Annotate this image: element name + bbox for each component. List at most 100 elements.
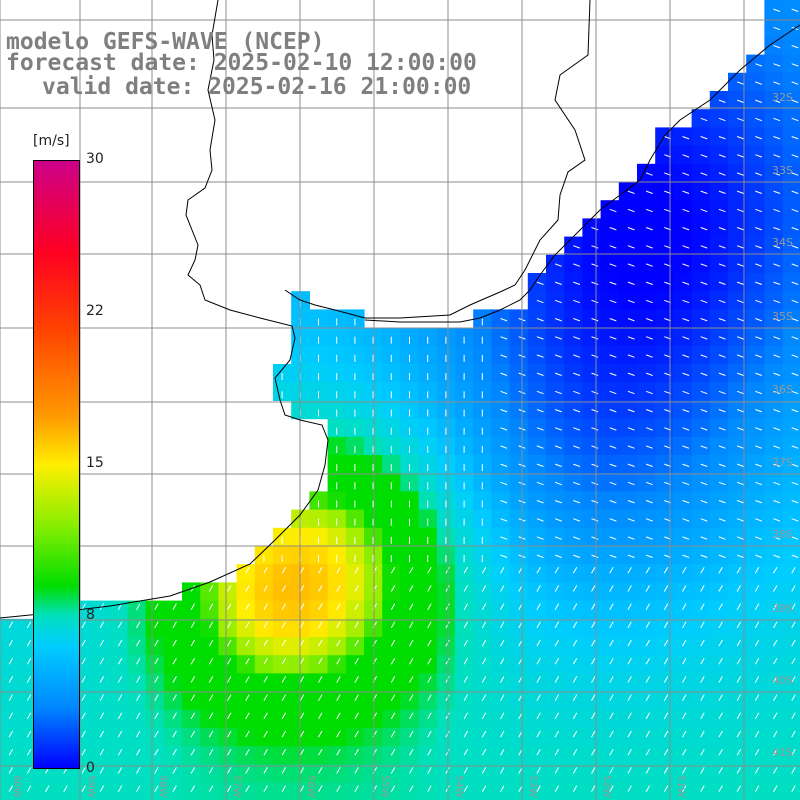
- wind-arrow: [773, 81, 781, 85]
- wind-arrow: [390, 730, 396, 738]
- wind-arrow: [208, 639, 214, 647]
- wind-cell: [436, 564, 456, 583]
- wind-cell: [673, 728, 693, 747]
- wind-arrow: [755, 172, 763, 176]
- wind-arrow: [117, 621, 123, 629]
- wind-arrow: [354, 585, 359, 592]
- wind-cell: [527, 691, 547, 711]
- wind-arrow: [136, 748, 141, 756]
- wind-arrow: [500, 318, 508, 322]
- wind-arrow: [682, 621, 687, 629]
- wind-cell: [709, 655, 729, 674]
- wind-cell: [364, 618, 383, 638]
- wind-arrow: [627, 299, 635, 304]
- wind-cell: [182, 764, 201, 784]
- wind-cell: [163, 728, 183, 747]
- wind-arrow: [627, 245, 635, 249]
- wind-cell: [273, 691, 292, 711]
- wind-arrow: [481, 603, 487, 610]
- wind-cell: [582, 673, 602, 693]
- wind-cell: [782, 200, 800, 219]
- wind-arrow: [791, 554, 799, 558]
- wind-arrow: [299, 676, 305, 683]
- wind-arrow: [117, 657, 123, 665]
- wind-arrow: [427, 767, 432, 774]
- wind-arrow: [791, 748, 796, 756]
- wind-cell: [18, 764, 37, 784]
- wind-arrow: [736, 190, 744, 194]
- wind-cell: [0, 691, 19, 711]
- wind-arrow: [645, 427, 653, 431]
- wind-cell: [673, 673, 693, 693]
- wind-arrow: [208, 657, 214, 665]
- wind-cell: [455, 673, 474, 693]
- wind-arrow: [354, 639, 359, 647]
- lon-label: 59W: [85, 775, 96, 798]
- wind-arrow: [718, 785, 723, 792]
- wind-arrow: [99, 730, 105, 738]
- wind-cell: [582, 618, 602, 638]
- wind-cell: [382, 673, 401, 693]
- wind-cell: [254, 618, 274, 638]
- wind-cell: [764, 564, 784, 583]
- wind-cell: [327, 764, 347, 784]
- wind-cell: [182, 673, 201, 693]
- wind-arrow: [591, 676, 596, 683]
- wind-cell: [309, 582, 329, 602]
- wind-arrow: [427, 585, 432, 592]
- wind-arrow: [773, 63, 781, 67]
- wind-arrow: [645, 767, 651, 774]
- wind-cell: [782, 382, 800, 401]
- wind-cell: [618, 564, 638, 583]
- wind-arrow: [645, 318, 653, 322]
- wind-cell: [291, 764, 310, 784]
- wind-arrow: [791, 785, 796, 792]
- wind-cell: [618, 764, 638, 784]
- wind-arrow: [136, 730, 141, 738]
- wind-arrow: [773, 336, 781, 340]
- wind-cell: [782, 509, 800, 529]
- wind-arrow: [791, 463, 799, 467]
- wind-arrow: [263, 566, 268, 574]
- wind-arrow: [645, 639, 651, 647]
- wind-cell: [728, 691, 747, 711]
- wind-arrow: [791, 621, 796, 629]
- wind-arrow: [755, 427, 763, 431]
- wind-arrow: [26, 767, 32, 774]
- wind-arrow: [500, 354, 508, 358]
- wind-cell: [582, 746, 602, 765]
- title-forecast-date: forecast date: 2025-02-10 12:00:00: [6, 50, 477, 76]
- wind-cell: [0, 709, 19, 729]
- wind-cell: [418, 728, 438, 747]
- wind-cell: [200, 764, 219, 784]
- wind-arrow: [500, 785, 505, 792]
- wind-cell: [673, 691, 693, 711]
- wind-cell: [655, 764, 674, 784]
- lat-label: 32S: [772, 91, 793, 104]
- wind-arrow: [354, 566, 359, 574]
- wind-arrow: [645, 299, 653, 304]
- wind-arrow: [718, 639, 723, 647]
- wind-arrow: [136, 694, 141, 701]
- wind-cell: [655, 691, 674, 711]
- wind-arrow: [736, 585, 742, 592]
- wind-cell: [473, 691, 492, 711]
- wind-arrow: [791, 390, 799, 395]
- wind-arrow: [754, 748, 760, 756]
- wind-cell: [127, 709, 147, 729]
- wind-arrow: [627, 190, 635, 194]
- wind-arrow: [354, 785, 359, 792]
- wind-arrow: [154, 730, 159, 738]
- wind-arrow: [718, 481, 726, 486]
- wind-arrow: [154, 657, 159, 665]
- wind-arrow: [700, 390, 708, 395]
- wind-arrow: [754, 621, 760, 629]
- wind-arrow: [682, 518, 690, 522]
- wind-arrow: [627, 694, 632, 701]
- wind-cell: [655, 637, 674, 656]
- wind-cell: [746, 564, 765, 583]
- wind-arrow: [700, 190, 708, 194]
- wind-arrow: [682, 445, 690, 449]
- wind-arrow: [791, 657, 796, 665]
